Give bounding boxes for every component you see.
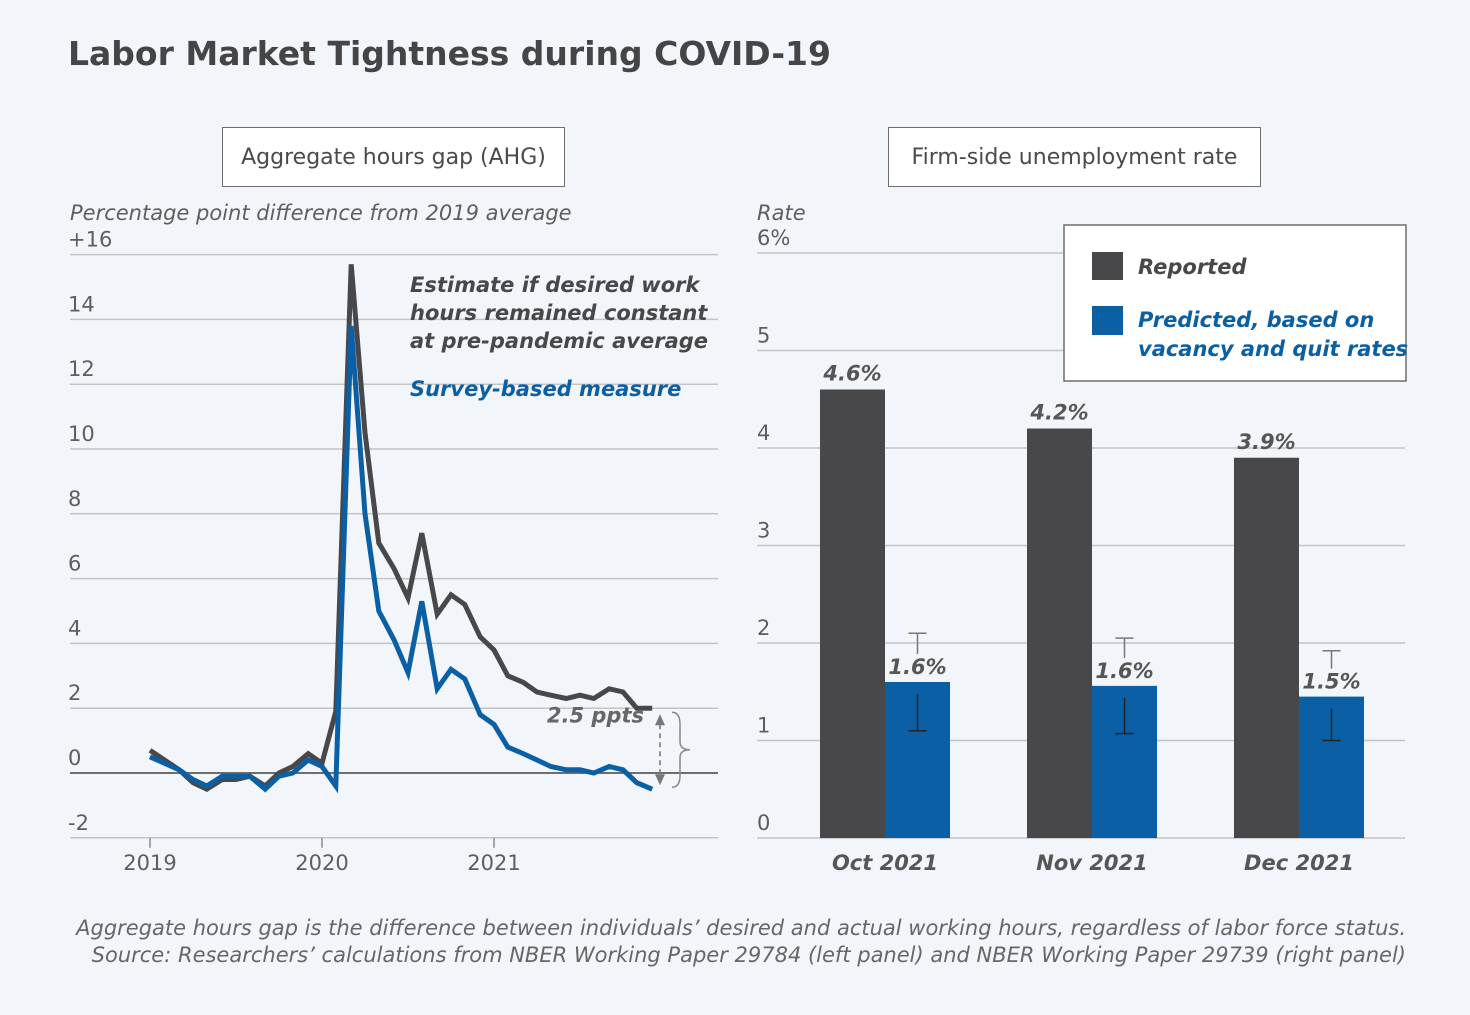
left-y-tick-label: 0 [68, 746, 81, 770]
legend-box [1063, 224, 1407, 382]
right-y-tick-label: 5 [757, 324, 770, 348]
right-y-tick-label: 0 [757, 811, 770, 835]
left-y-axis-label: Percentage point difference from 2019 av… [70, 201, 572, 225]
legend-label-predicted: Predicted, based on [1138, 308, 1374, 332]
bar-reported [820, 389, 885, 838]
left-y-tick-label: 10 [68, 422, 95, 446]
left-x-tick-label: 2021 [467, 851, 520, 875]
right-bar-chart: Rate 0 1 2 3 4 5 6% 4.6% 1.6% 4.2% 1.6% 3.9% 1.5% O… [757, 201, 1408, 875]
gap-brace [671, 711, 691, 788]
bar-label-predicted: 1.6% [1095, 659, 1153, 683]
left-y-tick-label: 14 [68, 292, 95, 316]
annotation-constant-hours-label: at pre-pandemic average [410, 329, 708, 353]
footnote: Aggregate hours gap is the difference be… [76, 915, 1406, 969]
left-y-tick-label: 12 [68, 357, 95, 381]
left-x-tick-label: 2020 [295, 851, 348, 875]
left-y-tick-label: 4 [68, 616, 81, 640]
left-line-chart: Percentage point difference from 2019 av… [68, 201, 718, 875]
right-y-tick-label: 2 [757, 616, 770, 640]
gap-arrow-up-icon [655, 714, 665, 726]
legend-label-reported: Reported [1138, 255, 1247, 279]
legend-swatch-reported [1092, 252, 1123, 280]
gap-arrow-down-icon [655, 774, 665, 786]
bar-label-reported: 4.2% [1029, 401, 1088, 425]
left-x-tick-label: 2019 [123, 851, 176, 875]
category-label: Oct 2021 [832, 851, 938, 875]
right-y-tick-label: 3 [757, 519, 770, 543]
right-y-tick-label: 1 [757, 714, 770, 738]
bar-label-predicted: 1.5% [1302, 670, 1360, 694]
right-y-tick-label: 6% [757, 226, 790, 250]
gap-label: 2.5 ppts [547, 704, 644, 728]
annotation-constant-hours-label: Estimate if desired work [410, 273, 701, 297]
left-y-tick-label: 8 [68, 487, 81, 511]
bar-label-predicted: 1.6% [888, 655, 946, 679]
footnote-definition: Aggregate hours gap is the difference be… [76, 916, 1406, 940]
left-panel-title: Aggregate hours gap (AHG) [222, 127, 565, 187]
right-y-tick-label: 4 [757, 421, 770, 445]
bar-reported [1027, 428, 1092, 838]
footnote-source: Source: Researchers’ calculations from N… [91, 943, 1406, 967]
left-y-tick-label: -2 [68, 811, 89, 835]
category-label: Nov 2021 [1036, 851, 1147, 875]
left-y-tick-label: +16 [68, 228, 112, 252]
bar-label-reported: 4.6% [822, 362, 881, 386]
chart-main-title: Labor Market Tightness during COVID-19 [68, 34, 831, 73]
bar-reported [1234, 457, 1299, 838]
series-line-survey [148, 325, 654, 794]
legend-swatch-predicted [1092, 306, 1123, 335]
right-panel-title: Firm-side unemployment rate [888, 127, 1261, 187]
annotation-constant-hours-label: hours remained constant [410, 301, 708, 325]
left-y-tick-label: 6 [68, 552, 81, 576]
right-y-axis-label: Rate [757, 201, 806, 225]
legend-label-predicted: vacancy and quit rates [1138, 337, 1408, 361]
left-y-tick-label: 2 [68, 681, 81, 705]
annotation-survey-label: Survey-based measure [410, 377, 681, 401]
bar-label-reported: 3.9% [1237, 430, 1295, 454]
category-label: Dec 2021 [1244, 851, 1354, 875]
